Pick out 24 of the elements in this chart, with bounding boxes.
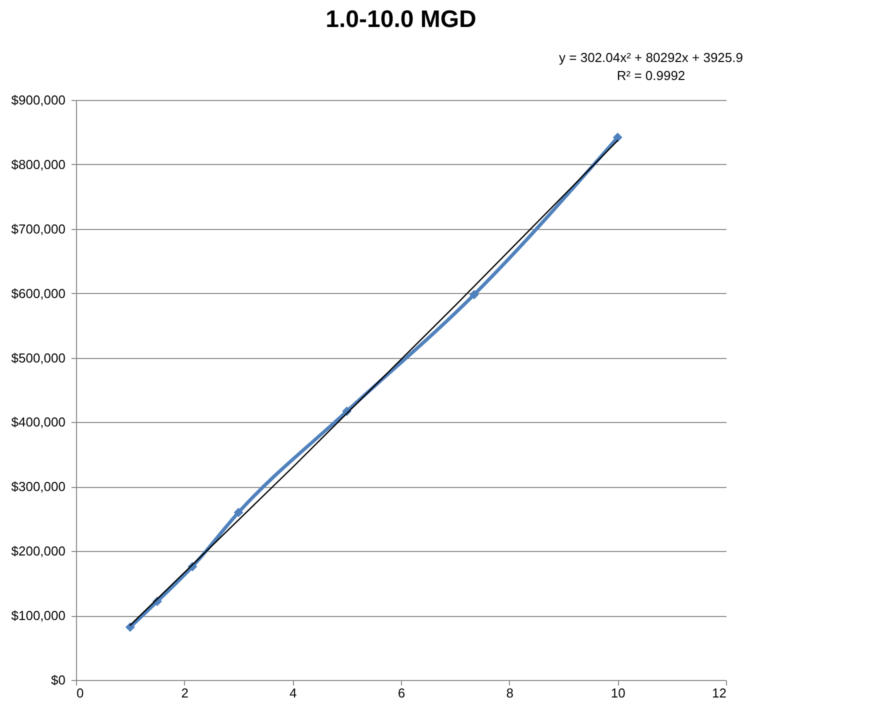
- x-tick-label: 12: [712, 686, 726, 700]
- y-tick-label: $900,000: [11, 92, 66, 108]
- text: R² = 0.9992: [616, 68, 686, 83]
- y-tick-label: $200,000: [11, 544, 66, 559]
- y-tick-label: $600,000: [11, 286, 66, 301]
- y-tick-label: $700,000: [11, 221, 66, 236]
- text: y = 302.04x² + 80292x + 3925.9: [559, 50, 743, 65]
- x-tick-label: 8: [506, 686, 514, 700]
- point: [469, 290, 479, 300]
- point: [612, 132, 622, 142]
- y-tick-label: $0: [51, 672, 66, 688]
- x-tick-label: 6: [398, 686, 406, 700]
- point: [125, 622, 135, 632]
- chart-title: 1.0-10.0 MGD: [326, 6, 476, 33]
- x-tick-label: 0: [76, 686, 84, 700]
- y-tick-label: $400,000: [11, 414, 66, 430]
- y-tick-label: $800,000: [11, 156, 66, 172]
- y-tick-label: $500,000: [11, 350, 66, 366]
- y-tick-label: $100,000: [11, 608, 66, 624]
- point: [234, 508, 244, 518]
- x-tick-label: 2: [181, 686, 188, 700]
- x-tick-label: 10: [610, 686, 626, 700]
- x-tick-label: 4: [290, 686, 297, 700]
- y-tick-label: $300,000: [11, 479, 66, 494]
